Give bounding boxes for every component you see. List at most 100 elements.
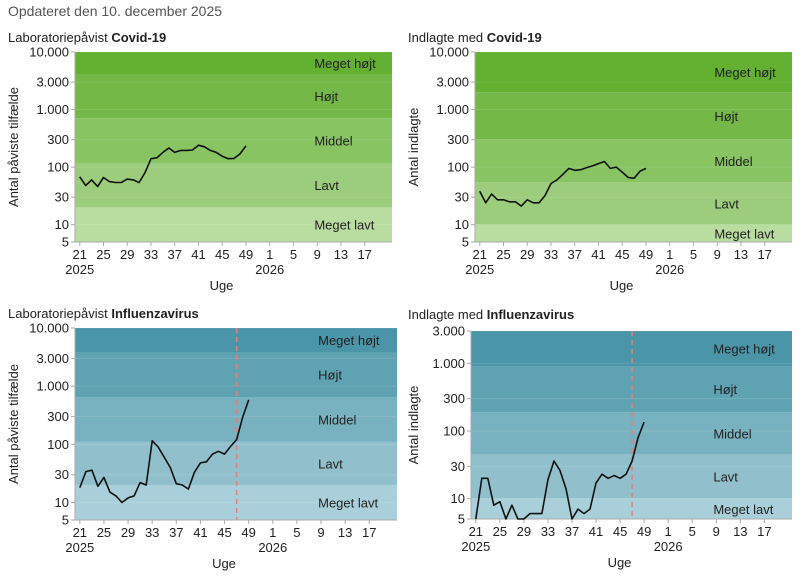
chart-covid-lab: Laboratoriepåvist Covid-19 Meget lavt Lavt… [6,30,392,293]
y-tick-label: 5 [462,235,469,250]
x-year-label: 2026 [255,262,284,277]
x-tick-label: 33 [145,525,159,540]
y-tick-label: 300 [47,132,69,147]
band-label: Middel [713,426,751,441]
y-tick-label: 1.000 [432,356,465,371]
y-tick-label: 10.000 [29,321,69,336]
chart-title-bold: Covid-19 [111,30,166,45]
x-year-label: 2025 [465,262,494,277]
x-tick-label: 37 [567,247,581,262]
x-tick-label: 5 [689,524,696,539]
x-year-label: 2026 [258,540,287,555]
y-tick-label: 5 [458,512,465,527]
x-tick-label: 1 [665,524,672,539]
x-tick-label: 25 [96,247,110,262]
y-tick-label: 30 [55,467,69,482]
y-tick-label: 30 [451,459,465,474]
chart-title-prefix: Laboratoriepåvist [8,306,111,321]
y-tick-label: 5 [62,235,69,250]
chart-title: Indlagte med Covid-19 [408,30,542,45]
band-label: Meget lavt [314,218,374,233]
y-tick-label: 300 [47,409,69,424]
x-tick-label: 49 [241,525,255,540]
chart-title: Laboratoriepåvist Covid-19 [8,30,166,45]
y-tick-label: 100 [47,160,69,175]
x-tick-label: 25 [97,525,111,540]
chart-influenza-admitted: Indlagte med Influenzavirus Meget lavt Lav… [406,307,792,570]
y-tick-label: 1.000 [36,379,69,394]
band-label: Middel [314,134,352,149]
x-tick-label: 9 [317,525,324,540]
band-label: Meget højt [713,342,775,357]
y-axis-label: Antal indlagte [406,386,421,465]
x-tick-label: 49 [637,524,651,539]
x-tick-label: 1 [269,525,276,540]
x-year-label: 2025 [461,539,490,554]
x-tick-label: 41 [191,247,205,262]
x-tick-label: 41 [193,525,207,540]
x-tick-label: 5 [290,247,297,262]
x-axis-label: Uge [610,278,634,293]
x-tick-label: 21 [469,524,483,539]
x-tick-label: 37 [565,524,579,539]
y-tick-label: 3.000 [36,75,69,90]
x-tick-label: 25 [496,247,510,262]
chart-title: Indlagte med Influenzavirus [408,307,574,322]
x-tick-label: 49 [239,247,253,262]
y-axis-label: Antal påviste tilfælde [6,87,21,207]
y-tick-label: 10 [455,217,469,232]
x-tick-label: 29 [121,525,135,540]
band-meget-lavt [75,207,392,242]
x-year-label: 2026 [654,539,683,554]
y-tick-label: 10.000 [29,45,69,60]
x-tick-label: 13 [734,247,748,262]
band-højt [75,73,392,119]
chart-influenza-lab: Laboratoriepåvist Influenzavirus Meget la… [6,306,397,571]
band-højt [475,92,792,140]
x-tick-label: 37 [167,247,181,262]
x-tick-label: 45 [615,247,629,262]
x-tick-label: 1 [266,247,273,262]
x-tick-label: 33 [144,247,158,262]
x-year-label: 2025 [65,262,94,277]
chart-title-bold: Influenzavirus [487,307,574,322]
x-axis-label: Uge [210,278,234,293]
x-tick-label: 1 [666,247,673,262]
band-label: Meget højt [318,333,380,348]
band-label: Højt [713,382,737,397]
y-tick-label: 300 [447,132,469,147]
y-tick-label: 100 [443,423,465,438]
x-year-label: 2025 [65,540,94,555]
x-tick-label: 5 [690,247,697,262]
y-tick-label: 3.000 [36,351,69,366]
x-axis-label: Uge [608,555,632,570]
band-label: Middel [318,412,356,427]
band-label: Middel [714,154,752,169]
band-label: Meget lavt [318,495,378,510]
y-tick-label: 10 [55,217,69,232]
x-tick-label: 45 [613,524,627,539]
band-middel [75,118,392,163]
band-lavt [75,162,392,208]
band-label: Lavt [314,178,339,193]
y-tick-label: 100 [447,160,469,175]
x-tick-label: 17 [757,524,771,539]
y-axis-label: Antal indlagte [406,108,421,187]
band-label: Meget lavt [713,502,773,517]
x-tick-label: 49 [639,247,653,262]
y-tick-label: 300 [443,391,465,406]
x-tick-label: 29 [520,247,534,262]
band-meget-højt [75,52,392,74]
band-label: Lavt [714,196,739,211]
x-tick-label: 13 [733,524,747,539]
y-tick-label: 3.000 [432,324,465,339]
band-label: Højt [714,109,738,124]
y-tick-label: 1.000 [436,102,469,117]
x-axis-label: Uge [212,556,236,571]
y-axis-label: Antal påviste tilfælde [6,364,21,484]
chart-title-prefix: Laboratoriepåvist [8,30,111,45]
chart-covid-admitted: Indlagte med Covid-19 Meget lavt Lavt Midde… [406,30,792,293]
x-tick-label: 9 [714,247,721,262]
chart-title-prefix: Indlagte med [408,307,487,322]
x-tick-label: 13 [334,247,348,262]
